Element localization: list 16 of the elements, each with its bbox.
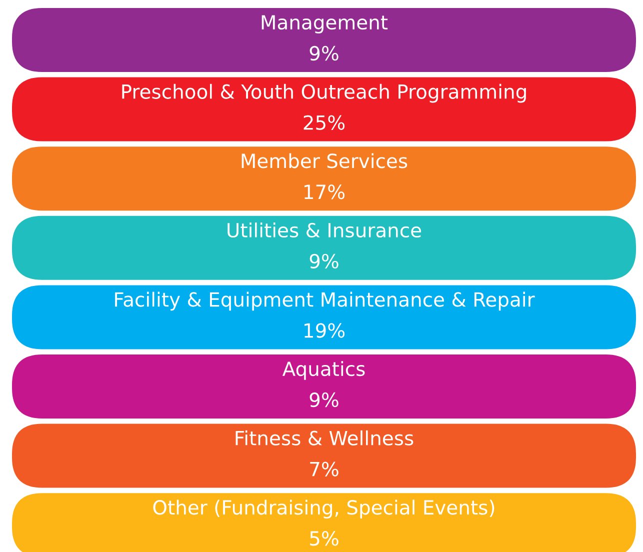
category-label: Other (Fundraising, Special Events) [153, 500, 494, 519]
category-label: Management [262, 15, 388, 34]
category-label: Aquatics [282, 361, 365, 380]
category-label: Member Services [242, 153, 408, 168]
data-label: 19% [304, 323, 345, 338]
category-label: Fitness & Wellness [236, 430, 414, 446]
category-label: Utilities & Insurance [228, 222, 422, 238]
data-label: 9% [310, 46, 338, 61]
data-label: 9% [310, 254, 338, 269]
category-label: Facility & Equipment Maintenance & Repair [115, 292, 535, 311]
data-label: 7% [310, 462, 338, 476]
data-label: 17% [304, 184, 345, 200]
data-label: 25% [304, 115, 345, 130]
data-label: 5% [310, 531, 338, 546]
category-label: Preschool & Youth Outreach Programming [122, 84, 526, 103]
data-label: 9% [310, 392, 338, 408]
